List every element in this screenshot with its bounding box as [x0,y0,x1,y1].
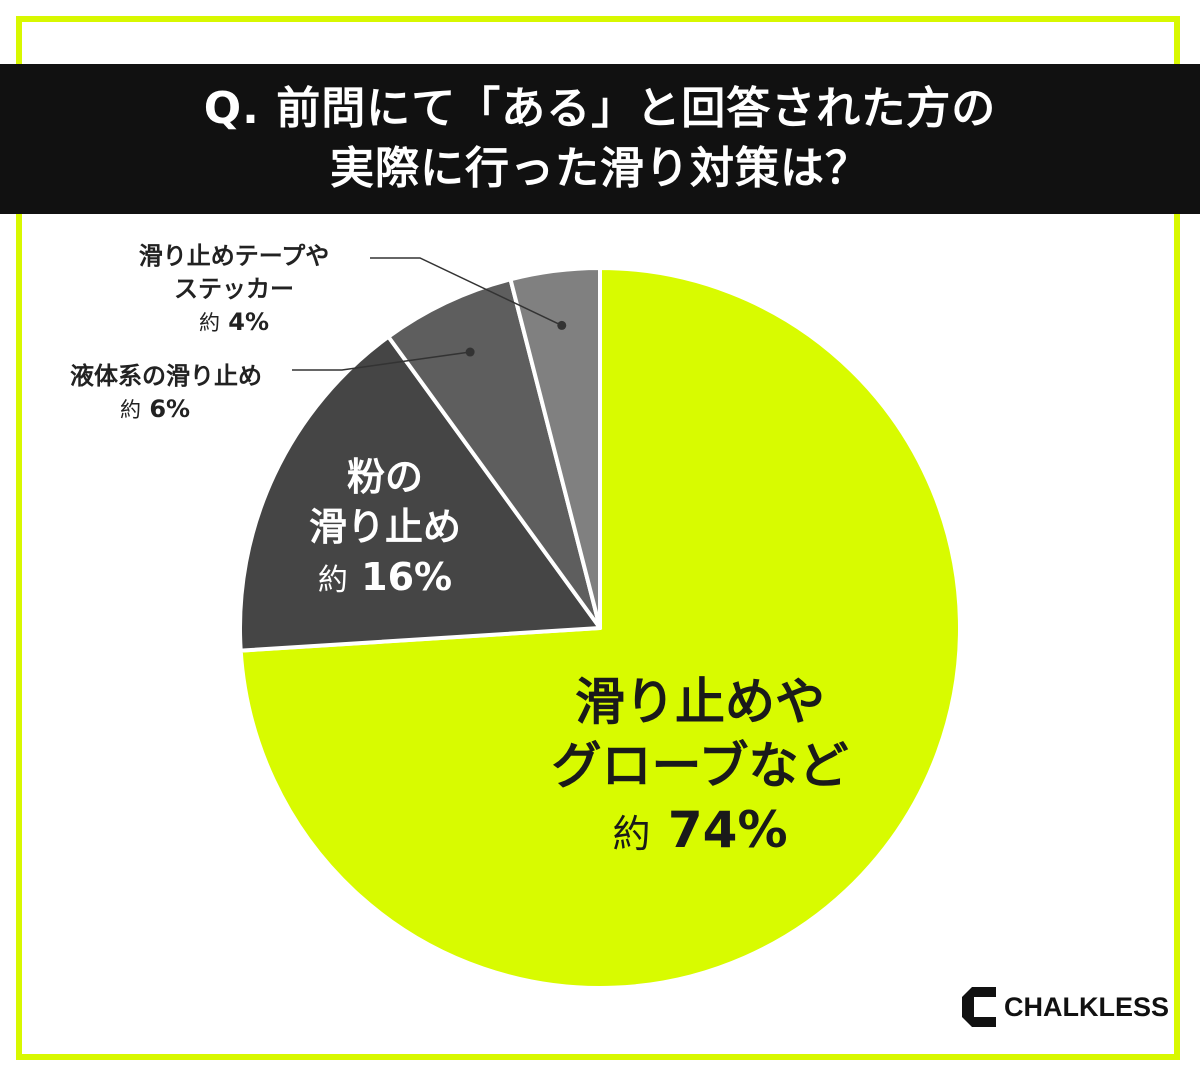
leader-line-liquid-dot [465,347,475,357]
slice-label-tape-line-2: ステッカー [174,275,294,303]
leader-line-tape-dot [557,320,567,330]
accent-frame [16,16,1180,1060]
slice-label-tape-value: 4% [228,308,270,336]
pie-slice-powder [238,334,602,653]
question-line-1: Q. 前問にて「ある」と回答された方の [203,83,997,134]
slice-label-gloves-line-2: グローブなど [551,737,849,795]
slice-label-tape-prefix: 約 [198,311,220,335]
question-line-2: 実際に行った滑り対策は？ [330,143,870,194]
slice-label-liquid: 液体系の滑り止め 約 6% [36,360,296,427]
slice-label-gloves-prefix: 約 [612,812,651,856]
slice-label-powder-line-2: 滑り止め [308,505,461,549]
slice-label-gloves: 滑り止めや グローブなど 約 74% [480,670,920,866]
slice-label-gloves-value: 74% [667,801,788,859]
slice-label-gloves-line-1: 滑り止めや [575,673,825,731]
brand-c-icon [962,987,996,1027]
slice-label-tape-line-1: 滑り止めテープや [138,242,330,270]
brand-logo: CHALKLESS [960,985,1169,1029]
pie-slice-liquid [386,277,602,630]
brand-name: CHALKLESS [1004,991,1170,1022]
slice-label-tape: 滑り止めテープや ステッカー 約 4% [104,240,364,340]
slice-label-powder: 粉の 滑り止め 約 16% [270,452,500,606]
slice-label-powder-line-1: 粉の [346,455,423,499]
leader-line-tape [370,257,563,327]
slice-label-powder-value: 16% [361,555,453,599]
slice-label-liquid-line-1: 液体系の滑り止め [70,362,262,390]
leader-line-liquid [292,351,471,371]
pie-slice-tape [508,266,602,630]
slice-label-liquid-prefix: 約 [120,398,141,422]
question-header: Q. 前問にて「ある」と回答された方の 実際に行った滑り対策は？ [0,64,1200,214]
slice-label-liquid-value: 6% [149,395,191,423]
slice-label-powder-prefix: 約 [317,563,348,598]
